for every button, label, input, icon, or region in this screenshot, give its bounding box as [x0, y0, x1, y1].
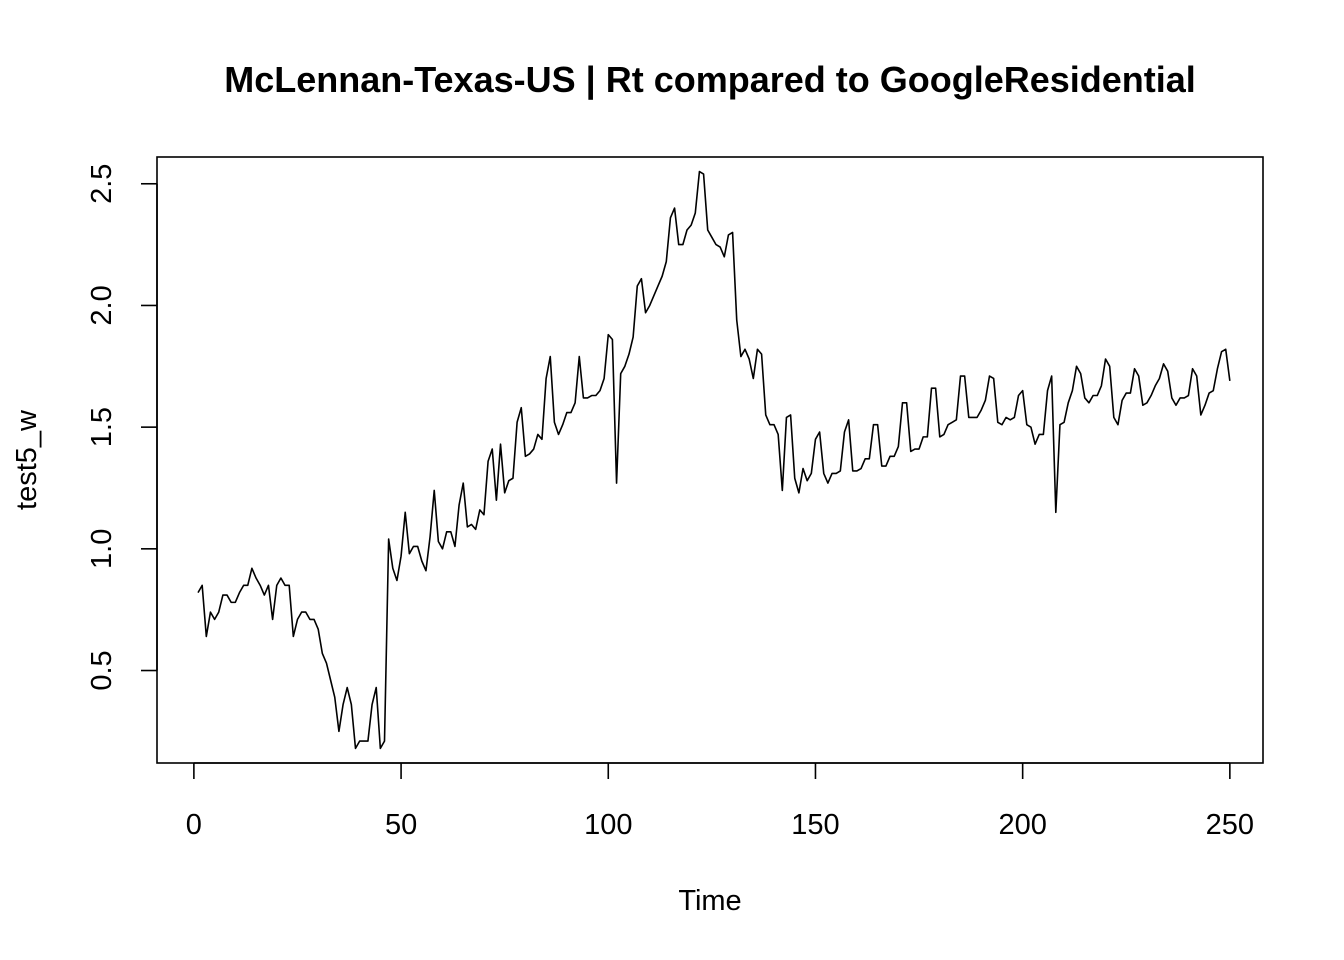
x-axis: 0 50 100 150 200 250 [186, 762, 1254, 841]
x-tick-label: 100 [584, 809, 632, 841]
chart-title: McLennan-Texas-US | Rt compared to Googl… [224, 59, 1196, 101]
series-line [197, 170, 1231, 750]
x-tick-label: 150 [791, 809, 839, 841]
y-tick-label: 1.0 [86, 529, 118, 569]
x-tick-label: 200 [998, 809, 1046, 841]
y-axis-label: test5_w [11, 409, 43, 510]
y-tick-label: 1.5 [86, 407, 118, 447]
y-tick-label: 0.5 [86, 650, 118, 690]
x-tick-label: 50 [385, 809, 417, 841]
y-axis: 0.5 1.0 1.5 2.0 2.5 [86, 164, 158, 691]
y-tick-label: 2.5 [86, 164, 118, 204]
plot-frame [156, 156, 1264, 764]
x-axis-label: Time [678, 885, 741, 917]
x-tick-label: 0 [186, 809, 202, 841]
x-tick-label: 250 [1206, 809, 1254, 841]
y-tick-label: 2.0 [86, 285, 118, 325]
